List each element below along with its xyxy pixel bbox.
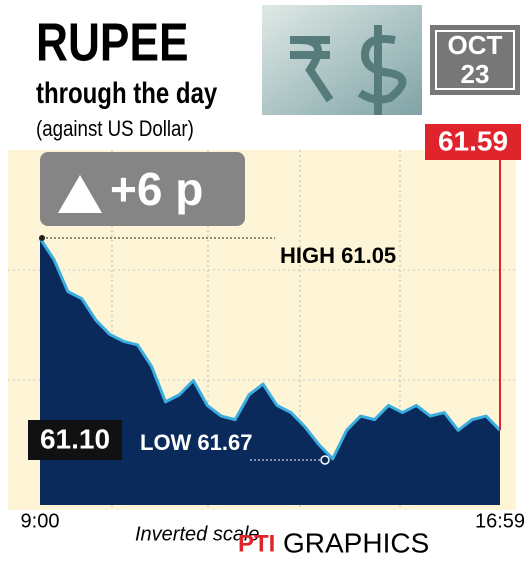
date-month: OCT: [448, 30, 503, 60]
date-frame: [435, 30, 515, 90]
change-label: +6 p: [110, 163, 203, 215]
x-tick-label: 16:59: [475, 510, 525, 532]
note: (against US Dollar): [36, 117, 194, 141]
currency-image: [262, 5, 422, 115]
low-label: LOW 61.67: [140, 430, 252, 455]
date-day: 23: [461, 59, 490, 89]
low-dot: [320, 455, 330, 465]
credit-text: GRAPHICS: [283, 527, 429, 558]
subtitle: through the day: [36, 75, 217, 109]
plot: [38, 160, 502, 505]
close-label: 61.59: [438, 125, 508, 156]
up-arrow: [58, 175, 102, 213]
area: [40, 238, 500, 505]
date-box: [430, 25, 520, 95]
x-tick-label: 9:00: [21, 510, 60, 532]
x-note: Inverted scale: [135, 523, 260, 545]
close-box: [425, 124, 521, 160]
line: [38, 237, 502, 461]
high-dot: [39, 235, 45, 241]
open-box: [28, 420, 122, 460]
high-label: HIGH 61.05: [280, 243, 396, 268]
open-label: 61.10: [40, 423, 110, 454]
title: RUPEE: [36, 12, 188, 72]
dollar-symbol: [357, 25, 407, 115]
credit-brand: PTI: [238, 530, 275, 557]
rupee-symbol: [290, 36, 334, 103]
